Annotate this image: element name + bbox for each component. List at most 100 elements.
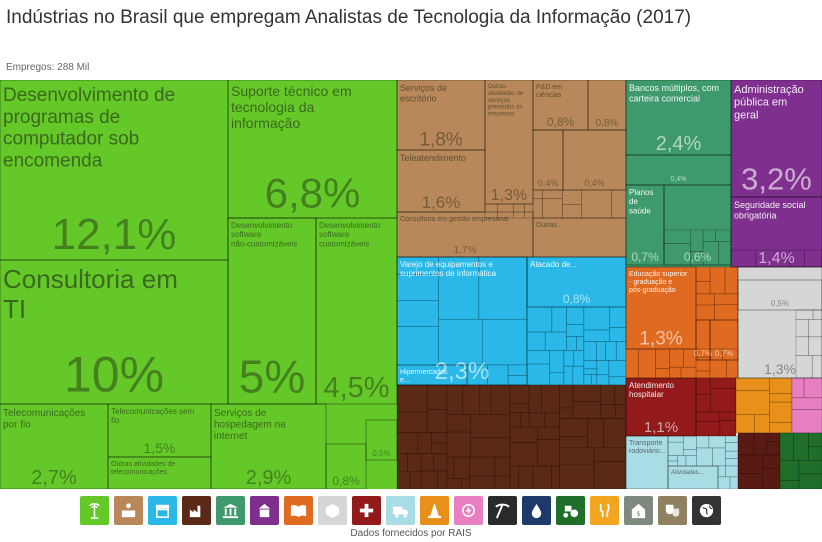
subcell-cell[interactable]	[520, 412, 530, 428]
subcell-cell[interactable]	[724, 266, 739, 295]
treemap-tile[interactable]: 0,8%	[587, 80, 627, 131]
subcell-cell[interactable]	[798, 460, 822, 475]
subcell-cell[interactable]	[769, 377, 793, 394]
treemap-tile[interactable]: Atividades...	[667, 465, 719, 489]
tile-rect[interactable]	[396, 80, 486, 151]
tile-rect[interactable]	[107, 403, 212, 458]
subcell-cell[interactable]	[583, 368, 598, 375]
subcell-cell[interactable]	[583, 341, 597, 361]
subcell-cell[interactable]	[544, 331, 567, 351]
subcell-cell[interactable]	[494, 475, 511, 489]
subcell-cell[interactable]	[669, 348, 684, 368]
subcell-cell[interactable]	[615, 404, 627, 419]
treemap-tile[interactable]: Serviços de hospedagem na internet 2,9%	[210, 403, 327, 489]
subcell-cell[interactable]	[753, 432, 767, 456]
tile-rect[interactable]	[709, 319, 739, 361]
subcell-cell[interactable]	[494, 456, 511, 477]
subcell-cell[interactable]	[695, 293, 715, 306]
subcell-cell[interactable]	[677, 455, 687, 467]
subcell-cell[interactable]	[490, 384, 511, 415]
tile-rect[interactable]	[526, 256, 627, 308]
book-icon[interactable]	[284, 496, 313, 525]
money-icon[interactable]: $	[624, 496, 653, 525]
subcell-cell[interactable]	[509, 384, 530, 405]
subcell-cell[interactable]	[542, 189, 563, 199]
tractor-icon[interactable]	[556, 496, 585, 525]
masks-icon[interactable]	[658, 496, 687, 525]
subcell-cell[interactable]	[735, 414, 755, 434]
subcell-cell[interactable]	[509, 426, 538, 443]
tile-rect[interactable]	[737, 279, 822, 311]
subcell-cell[interactable]	[396, 300, 439, 327]
treemap-tile[interactable]: 0,6%	[663, 184, 732, 266]
subcell-cell[interactable]	[446, 478, 463, 489]
subcell-cell[interactable]	[769, 401, 793, 424]
treemap-tile[interactable]: Telecomunicações sem fio 1,5%	[107, 403, 212, 458]
subcell-cell[interactable]	[714, 293, 739, 306]
tile-rect[interactable]	[587, 80, 627, 131]
subcell-cell[interactable]	[559, 436, 588, 449]
subcell-cell[interactable]	[600, 404, 616, 419]
subcell-cell[interactable]	[542, 198, 563, 219]
subcell-cell[interactable]	[779, 432, 794, 461]
treemap-tile[interactable]: 1,3%	[737, 266, 822, 379]
tile-rect[interactable]	[107, 456, 212, 489]
tile-rect[interactable]	[730, 196, 822, 268]
treemap-tile[interactable]: Teleatendimento 1,6%	[396, 149, 486, 213]
subcell-cell[interactable]	[563, 350, 575, 367]
subcell-cell[interactable]	[609, 306, 627, 328]
subcell-cell[interactable]	[593, 461, 627, 489]
treemap-tile[interactable]: 0,7%	[694, 319, 712, 361]
subcell-cell[interactable]	[559, 407, 574, 419]
subcell-cell[interactable]	[710, 388, 737, 413]
treemap-tile[interactable]: Atendimento hospitalar 1,1%	[625, 377, 697, 437]
subcell-cell[interactable]	[541, 384, 560, 414]
subcell-cell[interactable]	[437, 470, 448, 489]
subcell-cell[interactable]	[396, 384, 428, 413]
treemap-tile[interactable]: 0,4%	[562, 129, 627, 191]
subcell-cell[interactable]	[695, 420, 721, 437]
tile-rect[interactable]	[532, 217, 627, 258]
subcell-cell[interactable]	[446, 384, 463, 415]
subcell-cell[interactable]	[655, 368, 670, 379]
treemap-tile[interactable]: 0,5%	[365, 419, 398, 461]
subcell-cell[interactable]	[762, 454, 781, 470]
subcell-cell[interactable]	[431, 442, 448, 454]
subcell-cell[interactable]	[396, 432, 419, 454]
subcell-cell[interactable]	[581, 189, 612, 219]
subcell-cell[interactable]	[559, 384, 574, 409]
tile-rect[interactable]	[365, 419, 398, 461]
subcell-cell[interactable]	[695, 370, 711, 379]
antenna-icon[interactable]	[80, 496, 109, 525]
treemap-tile[interactable]: Consultoria em gestão empresarial 1,7%	[396, 211, 534, 258]
subcell-cell[interactable]	[791, 397, 822, 410]
treemap-tile[interactable]: P&D em ciências 0,8%	[532, 80, 589, 131]
subcell-cell[interactable]	[518, 465, 534, 489]
subcell-cell[interactable]	[613, 384, 627, 405]
subcell-cell[interactable]	[685, 455, 697, 467]
subcell-cell[interactable]	[793, 432, 809, 461]
subcell-cell[interactable]	[462, 384, 481, 415]
subcell-cell[interactable]	[695, 377, 711, 395]
subcell-cell[interactable]	[682, 449, 697, 456]
treemap-tile[interactable]: 0,7%	[709, 319, 739, 361]
subcell-cell[interactable]	[596, 374, 610, 386]
subcell-cell[interactable]	[532, 189, 543, 200]
subcell-cell[interactable]	[396, 274, 439, 302]
tile-rect[interactable]	[625, 154, 732, 186]
subcell-cell[interactable]	[431, 432, 448, 444]
subcell-cell[interactable]	[603, 418, 627, 449]
subcell-cell[interactable]	[625, 348, 639, 379]
subcell-cell[interactable]	[608, 376, 627, 386]
subcell-cell[interactable]	[549, 372, 565, 386]
subcell-cell[interactable]	[470, 437, 511, 458]
subcell-cell[interactable]	[469, 475, 496, 489]
subcell-cell[interactable]	[725, 465, 739, 478]
subcell-cell[interactable]	[562, 189, 582, 205]
subcell-cell[interactable]	[735, 390, 770, 415]
subcell-cell[interactable]	[227, 217, 317, 405]
subcell-cell[interactable]	[735, 377, 770, 392]
subcell-cell[interactable]	[559, 447, 595, 465]
subcell-cell[interactable]	[559, 463, 595, 489]
subcell-cell[interactable]	[729, 476, 739, 489]
